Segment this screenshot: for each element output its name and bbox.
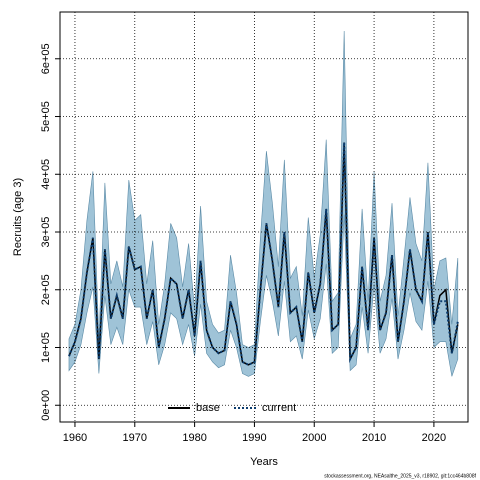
y-tick-label: 2e+05 [40, 274, 52, 305]
x-tick-label: 2010 [362, 432, 386, 444]
x-tick-label: 1990 [242, 432, 266, 444]
y-tick-label: 3e+05 [40, 217, 52, 248]
y-tick-label: 0e+00 [40, 390, 52, 421]
y-tick-label: 4e+05 [40, 159, 52, 190]
y-tick-label: 5e+05 [40, 101, 52, 132]
confidence-band [68, 31, 459, 377]
x-tick-label: 1970 [123, 432, 147, 444]
footer: stockassessment.org, NEAsalthe_2025_v3, … [324, 473, 476, 479]
legend-label: base [196, 402, 220, 414]
x-tick-label: 2020 [422, 432, 446, 444]
x-tick-label: 1960 [63, 432, 87, 444]
y-axis-label: Recruits (age 3) [12, 178, 24, 256]
x-tick-label: 2000 [302, 432, 326, 444]
legend-label: current [262, 402, 296, 414]
series-line [68, 142, 459, 366]
x-axis-label: Years [250, 456, 278, 468]
plot-frame [59, 11, 469, 423]
x-tick-label: 1980 [182, 432, 206, 444]
y-tick-label: 1e+05 [40, 332, 52, 363]
y-tick-label: 6e+05 [40, 43, 52, 74]
